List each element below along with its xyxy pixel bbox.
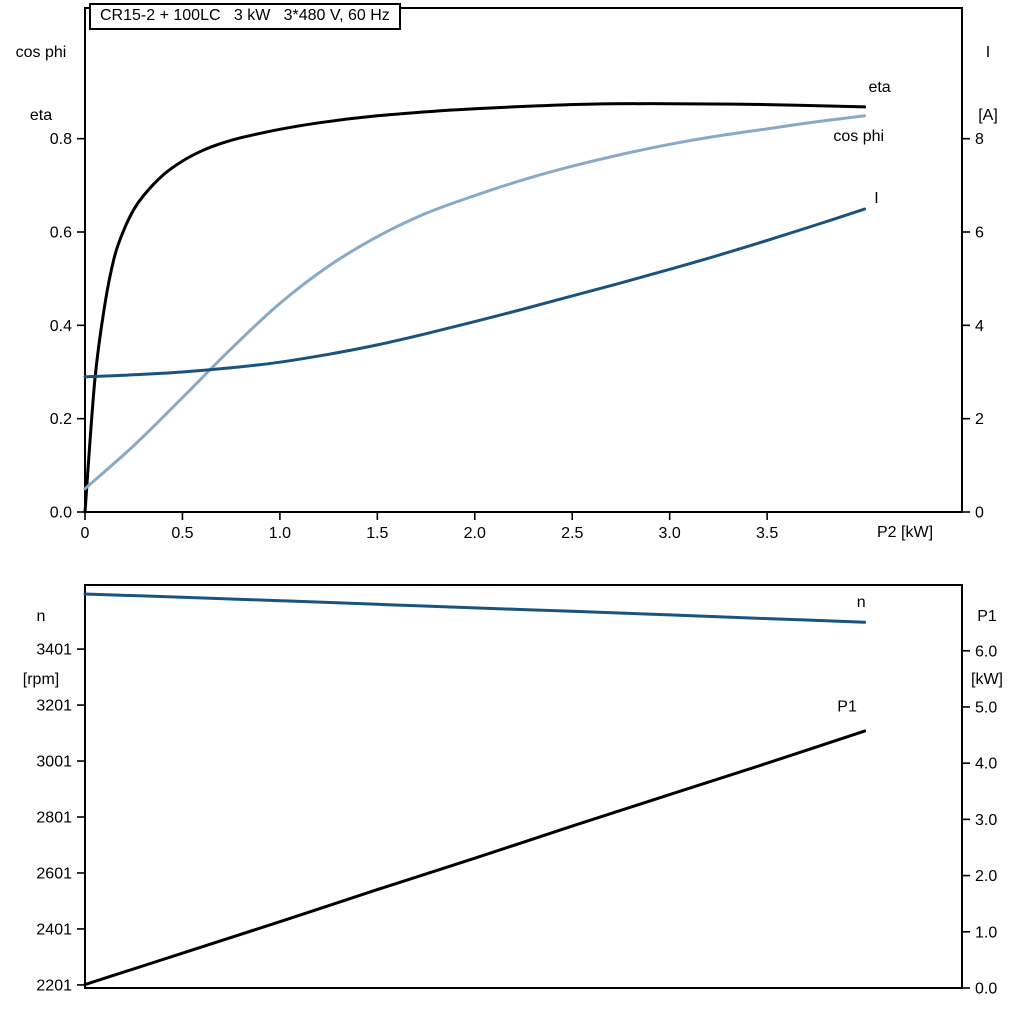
- series-label-eta: eta: [868, 79, 890, 96]
- series-eta-curve: [83, 102, 867, 514]
- right-y-tick-label: 0: [975, 505, 984, 522]
- right-y-tick-label: 6: [975, 225, 984, 242]
- series-n-curve: [83, 592, 867, 624]
- axis-label-cos-phi: cos phi: [15, 44, 67, 61]
- left-y-tick-label: 0.2: [50, 411, 72, 428]
- right-y-tick-label: 2: [975, 411, 984, 428]
- right-y-tick-label: 1.0: [975, 924, 997, 941]
- left-y-tick-label: 2201: [36, 977, 72, 994]
- series-P1-curve: [83, 729, 867, 987]
- series-label-n: n: [857, 594, 866, 611]
- left-y-tick-label: 0.0: [50, 505, 72, 522]
- left-y-tick-label: 2401: [36, 921, 72, 938]
- bottom-right-axis-labels: P1 [kW]: [953, 564, 1021, 732]
- series-label-P1: P1: [837, 698, 857, 715]
- x-tick-label: 1.5: [366, 525, 388, 542]
- right-y-tick-label: 5.0: [975, 699, 997, 716]
- x-tick-label: 2.5: [561, 525, 583, 542]
- left-y-tick-label: 3001: [36, 754, 72, 771]
- left-y-tick-label: 3201: [36, 698, 72, 715]
- axis-label-current-unit: [A]: [978, 107, 998, 124]
- top-right-axis-labels: I [A]: [956, 0, 1020, 168]
- right-y-tick-label: 0.0: [975, 981, 997, 998]
- right-y-tick-label: 8: [975, 131, 984, 148]
- left-y-tick-label: 0.6: [50, 225, 72, 242]
- left-y-tick-label: 2601: [36, 865, 72, 882]
- right-y-tick-label: 4.0: [975, 756, 997, 773]
- bottom-left-axis-labels: n [rpm]: [0, 564, 82, 732]
- top-left-axis-labels: cos phi eta: [0, 0, 82, 168]
- x-axis-label: P2 [kW]: [877, 524, 934, 541]
- series-I-curve: [83, 207, 867, 379]
- x-tick-label: 0: [81, 525, 90, 542]
- x-tick-label: 1.0: [269, 525, 291, 542]
- axis-label-p1-unit: [kW]: [971, 671, 1003, 688]
- x-tick-label: 0.5: [171, 525, 193, 542]
- right-y-tick-label: 4: [975, 318, 984, 335]
- x-tick-label: 2.0: [464, 525, 486, 542]
- plot-frame: [84, 7, 963, 513]
- x-tick-label: 3.5: [756, 525, 778, 542]
- axis-label-current: I: [985, 44, 991, 61]
- left-y-tick-label: 0.8: [50, 131, 72, 148]
- right-y-tick-label: 2.0: [975, 868, 997, 885]
- plot-frame: [84, 584, 963, 989]
- axis-label-speed-unit: [rpm]: [22, 671, 60, 688]
- chart-title: CR15-2 + 100LC 3 kW 3*480 V, 60 Hz: [89, 3, 401, 30]
- axis-label-eta: eta: [29, 107, 53, 124]
- x-tick-label: 3.0: [659, 525, 681, 542]
- left-y-tick-label: 3401: [36, 642, 72, 659]
- axis-label-speed: n: [36, 608, 46, 625]
- series-label-cos-phi: cos phi: [833, 128, 884, 145]
- left-y-tick-label: 0.4: [50, 318, 72, 335]
- right-y-tick-label: 6.0: [975, 643, 997, 660]
- series-cos-phi-curve: [83, 114, 867, 491]
- series-label-I: I: [874, 190, 878, 207]
- right-y-tick-label: 3.0: [975, 812, 997, 829]
- axis-label-p1: P1: [977, 608, 997, 625]
- left-y-tick-label: 2801: [36, 810, 72, 827]
